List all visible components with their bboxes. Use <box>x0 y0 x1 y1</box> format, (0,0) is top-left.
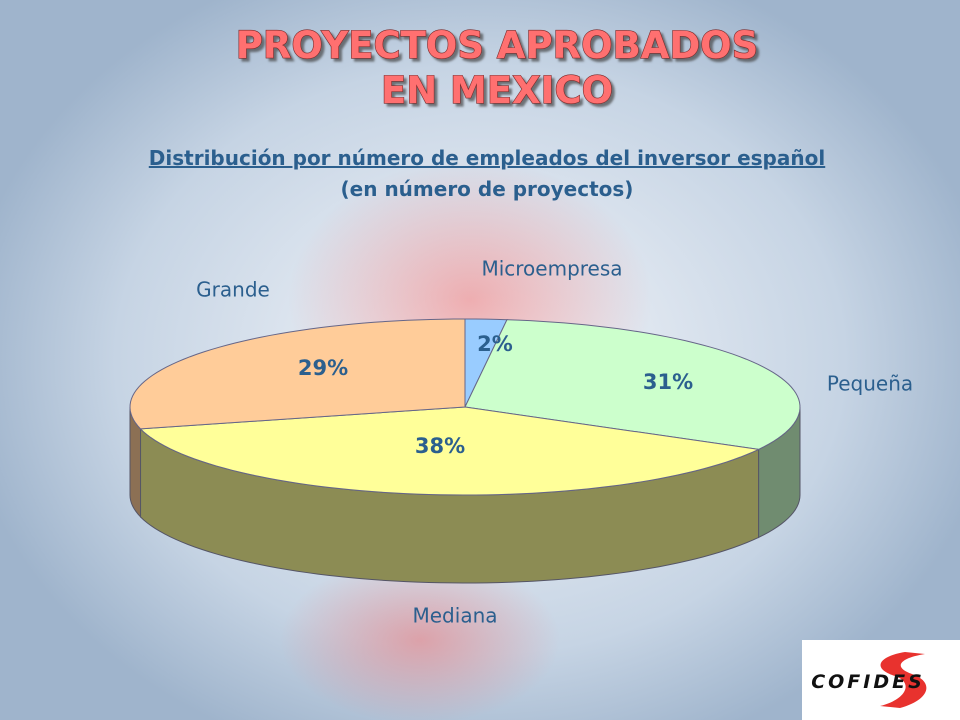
pie-slice <box>139 406 761 496</box>
slice-value-label: 38% <box>415 434 465 458</box>
pie-slice <box>464 319 801 450</box>
logo-box <box>802 640 960 720</box>
chart-title: PROYECTOS APROBADOS <box>236 24 759 67</box>
slice-value-label: 31% <box>643 370 693 394</box>
slice-category-label: Grande <box>196 278 270 302</box>
slice-category-label: Pequeña <box>827 372 913 396</box>
pie <box>129 318 801 584</box>
chart-subtitle: Distribución por número de empleados del… <box>149 146 825 170</box>
pie-slice <box>129 318 466 430</box>
slice-category-label: Microempresa <box>481 257 622 281</box>
slice-value-label: 29% <box>298 356 348 380</box>
logo-mark <box>880 652 927 708</box>
logo-text: COFIDES <box>811 671 925 693</box>
slice-value-label: 2% <box>477 332 513 356</box>
slice-category-label: Mediana <box>413 604 498 628</box>
chart-title: EN MEXICO <box>381 69 613 112</box>
chart-subtitle: (en número de proyectos) <box>341 177 634 201</box>
